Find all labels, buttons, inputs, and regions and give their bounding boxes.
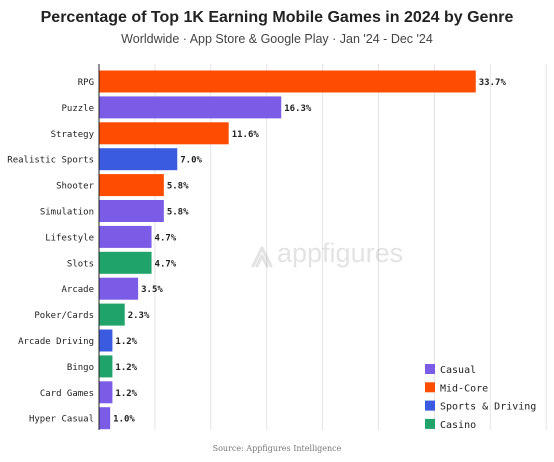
- bar: [99, 174, 164, 197]
- category-label: Shooter: [56, 182, 95, 192]
- appfigures-logo-icon: [251, 246, 273, 268]
- data-label: 1.2%: [115, 363, 137, 373]
- bar: [99, 200, 164, 222]
- bar: [99, 381, 113, 404]
- legend-swatch: [425, 382, 435, 393]
- data-label: 1.2%: [115, 389, 137, 399]
- legend-label: Sports & Driving: [440, 402, 536, 413]
- data-label: 7.0%: [180, 156, 202, 166]
- data-label: 11.6%: [232, 130, 260, 140]
- legend-label: Casino: [440, 420, 476, 431]
- source-note: Source: Appfigures Intelligence: [212, 444, 342, 453]
- category-label: Bingo: [67, 363, 94, 373]
- category-labels: RPG Puzzle Strategy Realistic Sports Shooter…: [7, 78, 94, 425]
- chart-subtitle: Worldwide · App Store & Google Play · Ja…: [121, 32, 433, 46]
- category-label: Poker/Cards: [34, 311, 94, 321]
- bar: [99, 225, 152, 248]
- category-label: Arcade Driving: [18, 337, 94, 347]
- legend-swatch: [425, 400, 435, 411]
- legend-swatch: [425, 364, 435, 374]
- data-label: 4.7%: [155, 233, 177, 243]
- data-label: 1.0%: [113, 415, 135, 425]
- bar: [99, 329, 113, 352]
- data-label: 33.7%: [479, 78, 507, 88]
- data-label: 4.7%: [155, 259, 177, 269]
- bar: [99, 303, 125, 326]
- category-label: Card Games: [40, 389, 94, 399]
- category-label: Simulation: [40, 208, 94, 218]
- bar: [99, 122, 229, 145]
- bar: [99, 96, 282, 119]
- data-label: 5.8%: [167, 182, 189, 192]
- bar: [99, 277, 139, 300]
- watermark-text: appfigures: [277, 238, 403, 268]
- chart-title: Percentage of Top 1K Earning Mobile Game…: [40, 9, 514, 26]
- category-label: Slots: [67, 259, 94, 269]
- legend-label: Casual: [440, 365, 476, 376]
- bar: [99, 355, 113, 378]
- category-label: Arcade: [61, 285, 94, 295]
- category-label: Hyper Casual: [29, 415, 94, 425]
- bar: [99, 251, 152, 274]
- bar: [99, 407, 111, 430]
- legend-label: Mid-Core: [440, 383, 488, 394]
- category-label: Puzzle: [61, 104, 94, 114]
- bars: [99, 70, 476, 430]
- bar: [99, 70, 476, 93]
- data-label: 5.8%: [167, 208, 189, 218]
- bar: [99, 148, 178, 171]
- data-labels: 33.7% 16.3% 11.6% 7.0% 5.8% 5.8% 4.7% 4.7% 3.5% 2…: [113, 78, 506, 425]
- legend-swatch: [425, 418, 435, 429]
- watermark: appfigures: [251, 238, 403, 268]
- data-label: 16.3%: [284, 104, 312, 114]
- data-label: 1.2%: [115, 337, 137, 347]
- legend: Casual Mid-Core Sports & Driving Casino: [425, 364, 536, 431]
- category-label: Lifestyle: [45, 233, 94, 243]
- data-label: 2.3%: [128, 311, 150, 321]
- category-label: Realistic Sports: [7, 156, 94, 166]
- data-label: 3.5%: [141, 285, 163, 295]
- category-label: Strategy: [51, 130, 95, 140]
- category-label: RPG: [78, 78, 94, 88]
